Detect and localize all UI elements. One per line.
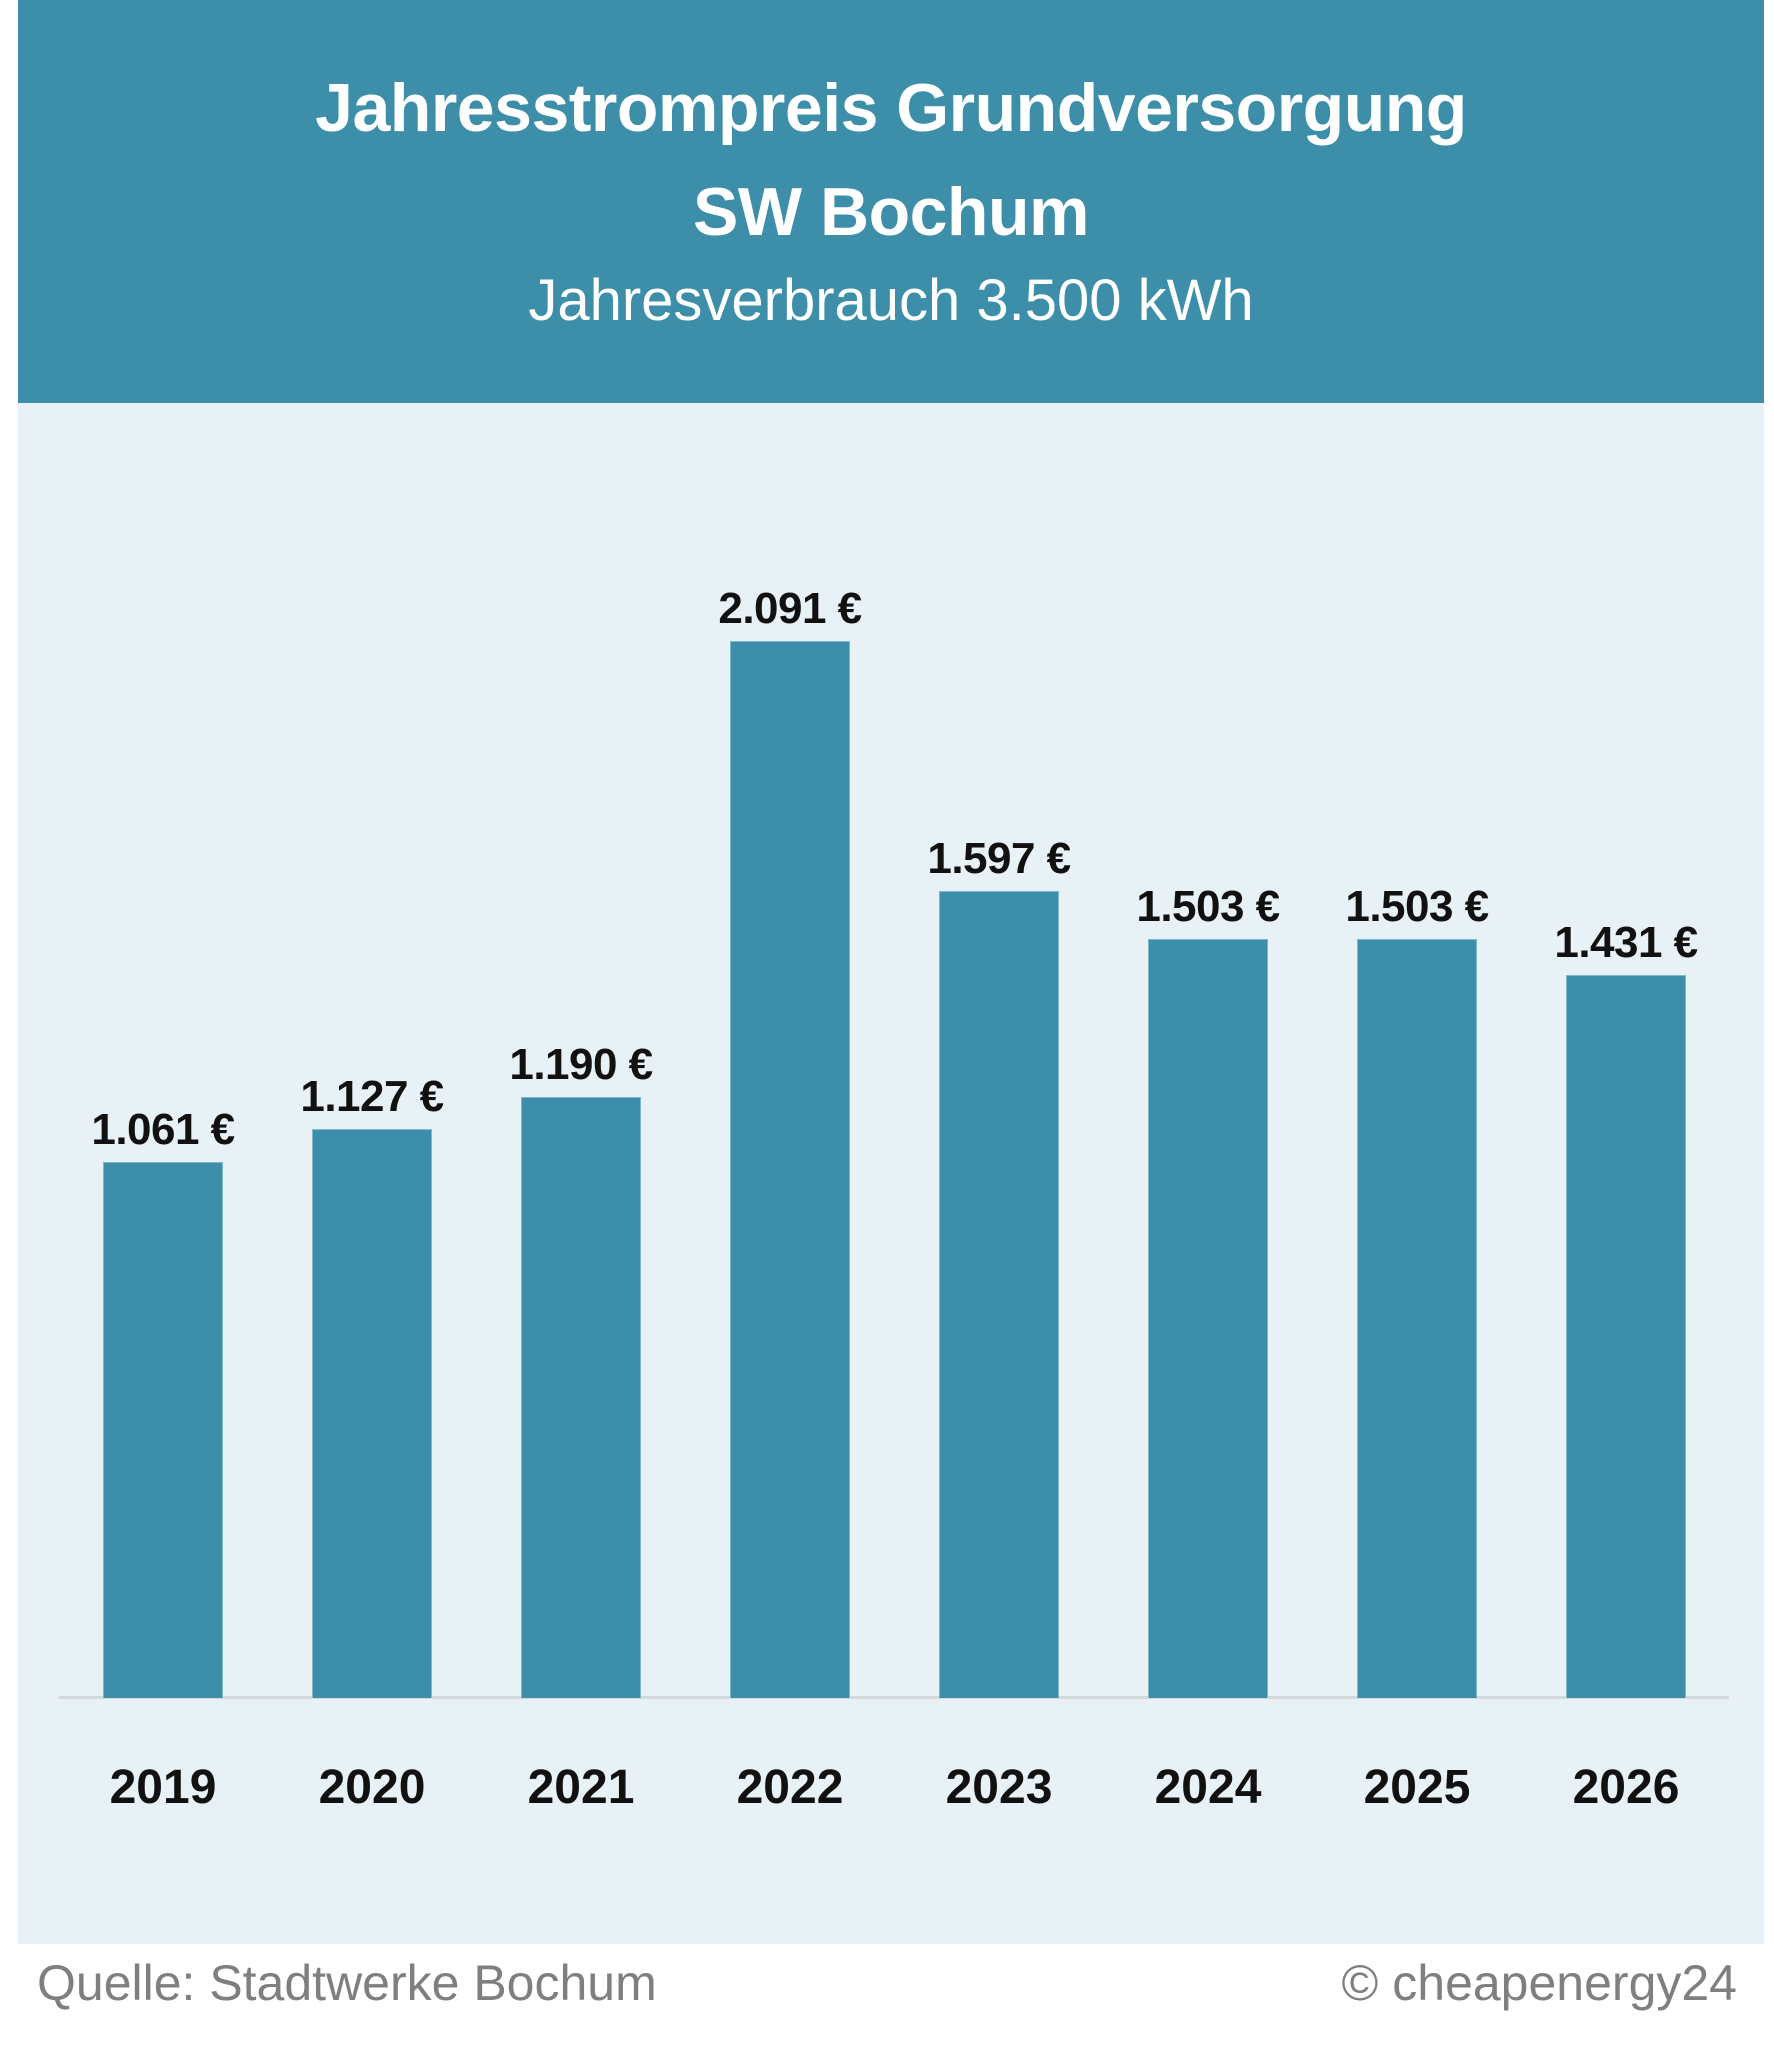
chart-header: Jahresstrompreis Grundversorgung SW Boch…	[18, 0, 1764, 403]
bar-2023	[939, 891, 1059, 1698]
x-tick-label-2026: 2026	[1572, 1761, 1680, 1814]
value-label-2021: 1.190 €	[509, 1040, 653, 1089]
value-label-2024: 1.503 €	[1136, 882, 1280, 931]
bar-group-2020: 1.127 €	[300, 1075, 444, 1698]
value-label-2025: 1.503 €	[1345, 882, 1489, 931]
x-tick-label-2019: 2019	[109, 1761, 217, 1814]
x-axis-line	[59, 1696, 1729, 1699]
chart-title-line-1: Jahresstrompreis Grundversorgung	[315, 70, 1467, 146]
bar-group-2025: 1.503 €	[1345, 885, 1489, 1698]
bar-2020	[312, 1129, 432, 1698]
copyright-note: © cheapenergy24	[1341, 1955, 1737, 2011]
x-tick-label-2024: 2024	[1154, 1761, 1262, 1814]
value-label-2026: 1.431 €	[1554, 918, 1698, 967]
bar-group-2023: 1.597 €	[927, 837, 1071, 1698]
chart-subtitle: Jahresverbrauch 3.500 kWh	[528, 268, 1254, 333]
bar-group-2024: 1.503 €	[1136, 885, 1280, 1698]
x-tick-label-2023: 2023	[945, 1761, 1053, 1814]
chart-title-line-2: SW Bochum	[693, 174, 1089, 250]
bar-2026	[1566, 975, 1686, 1698]
bar-2019	[103, 1162, 223, 1698]
value-label-2020: 1.127 €	[300, 1072, 444, 1121]
bar-2021	[521, 1097, 641, 1698]
x-tick-label-2020: 2020	[318, 1761, 426, 1814]
bar-2025	[1357, 939, 1477, 1698]
value-label-2019: 1.061 €	[91, 1105, 235, 1154]
bar-2022	[730, 641, 850, 1698]
source-note: Quelle: Stadtwerke Bochum	[37, 1955, 657, 2011]
bar-group-2026: 1.431 €	[1554, 921, 1698, 1698]
x-tick-label-2025: 2025	[1363, 1761, 1471, 1814]
bar-2024	[1148, 939, 1268, 1698]
x-tick-label-2021: 2021	[527, 1761, 635, 1814]
bar-group-2021: 1.190 €	[509, 1043, 653, 1698]
value-label-2023: 1.597 €	[927, 834, 1071, 883]
bar-group-2019: 1.061 €	[91, 1108, 235, 1698]
value-label-2022: 2.091 €	[718, 584, 862, 633]
x-tick-label-2022: 2022	[736, 1761, 844, 1814]
bar-group-2022: 2.091 €	[718, 587, 862, 1698]
